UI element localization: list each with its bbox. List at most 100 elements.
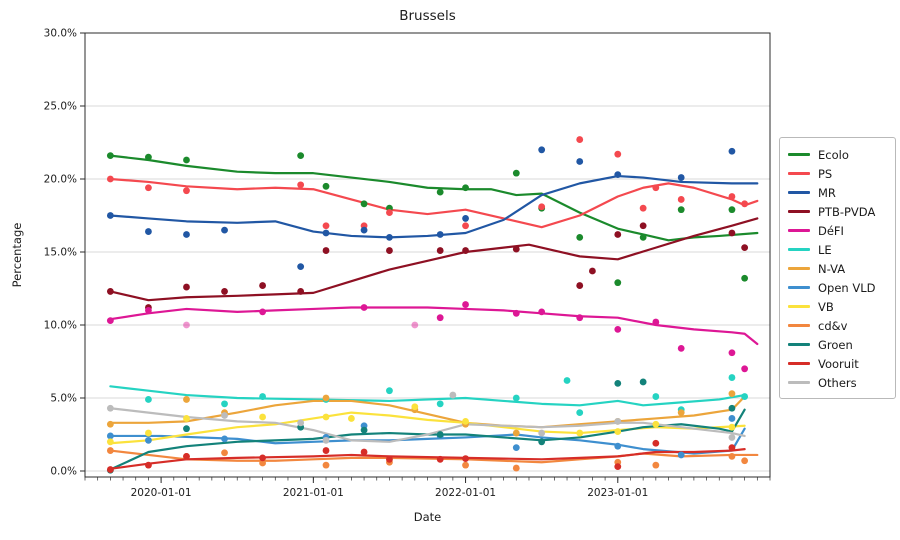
data-point-d-fi bbox=[512, 309, 520, 317]
data-point-le bbox=[576, 409, 584, 416]
data-point-le bbox=[741, 393, 749, 400]
data-point-n-va bbox=[512, 429, 520, 437]
data-point-ecolo bbox=[322, 182, 330, 190]
data-point-vb bbox=[183, 415, 190, 422]
data-point-others bbox=[614, 417, 622, 425]
data-point-n-va bbox=[322, 394, 330, 402]
data-point-ps bbox=[145, 184, 152, 192]
y-tick-label: 25.0% bbox=[44, 101, 77, 113]
legend-swatch-ptb-pvda bbox=[788, 210, 810, 213]
data-point-ecolo bbox=[741, 274, 749, 282]
data-point-ecolo bbox=[462, 184, 469, 192]
data-point-ptb-pvda bbox=[297, 288, 305, 295]
data-point-mr bbox=[728, 147, 736, 155]
data-point-cd-v bbox=[106, 447, 114, 454]
data-point-mr bbox=[538, 146, 546, 154]
data-point-ps bbox=[728, 193, 736, 200]
data-point-vooruit bbox=[322, 447, 330, 454]
legend-item-others: Others bbox=[788, 373, 887, 392]
data-point-groen bbox=[614, 380, 622, 387]
legend-item-n-va: N-VA bbox=[788, 259, 887, 278]
legend-item-vooruit: Vooruit bbox=[788, 354, 887, 373]
legend-swatch-d-fi bbox=[788, 229, 810, 232]
series-line-d-fi bbox=[109, 306, 759, 346]
data-point-groen bbox=[538, 438, 546, 446]
data-point-ps bbox=[652, 184, 660, 192]
legend-label-vooruit: Vooruit bbox=[818, 356, 859, 371]
data-point-ecolo bbox=[183, 156, 190, 164]
series-line-ecolo bbox=[109, 154, 759, 242]
data-point-mr bbox=[677, 174, 685, 181]
data-point-ecolo bbox=[106, 152, 114, 160]
legend-label-ecolo: Ecolo bbox=[818, 147, 849, 162]
legend-swatch-n-va bbox=[788, 267, 810, 270]
data-point-d-fi bbox=[741, 365, 749, 373]
data-point-vooruit bbox=[106, 466, 114, 473]
data-point-ps bbox=[322, 222, 330, 230]
legend-label-vb: VB bbox=[818, 299, 834, 314]
legend-item-d-fi: DéFI bbox=[788, 221, 887, 240]
data-point-le bbox=[728, 374, 736, 381]
data-point-ptb-pvda bbox=[436, 247, 444, 254]
data-point-ptb-pvda bbox=[106, 288, 114, 295]
legend-item-ps: PS bbox=[788, 164, 887, 183]
legend-swatch-open-vld bbox=[788, 286, 810, 289]
data-point-open-vld bbox=[221, 435, 228, 443]
data-point-vooruit bbox=[360, 448, 368, 456]
data-point-groen bbox=[436, 431, 444, 438]
data-point-groen bbox=[360, 426, 368, 434]
series-line-ptb-pvda bbox=[109, 217, 759, 302]
data-point-ptb-pvda bbox=[259, 282, 266, 289]
data-point-le bbox=[145, 396, 152, 403]
legend-swatch-le bbox=[788, 248, 810, 251]
data-point-others bbox=[297, 419, 305, 427]
y-tick-label: 30.0% bbox=[44, 28, 77, 40]
series-line-ps bbox=[109, 177, 759, 229]
data-point-d-fi bbox=[462, 301, 469, 308]
y-tick-label: 0.0% bbox=[50, 466, 77, 478]
legend-label-n-va: N-VA bbox=[818, 261, 846, 276]
legend-swatch-vb bbox=[788, 305, 810, 308]
data-point-d-fi bbox=[728, 349, 736, 357]
data-point-ps bbox=[614, 150, 622, 158]
data-point-open-vld bbox=[145, 436, 152, 444]
data-point-d-fi bbox=[183, 321, 190, 329]
legend-label-d-fi: DéFI bbox=[818, 223, 844, 238]
data-point-others bbox=[322, 436, 330, 444]
data-point-mr bbox=[297, 263, 305, 270]
data-point-mr bbox=[436, 231, 444, 238]
data-point-ptb-pvda bbox=[462, 247, 469, 254]
data-point-d-fi bbox=[360, 304, 368, 311]
data-point-open-vld bbox=[728, 415, 736, 422]
data-point-cd-v bbox=[512, 464, 520, 472]
data-point-ecolo bbox=[360, 200, 368, 208]
legend-item-le: LE bbox=[788, 240, 887, 259]
data-point-ps bbox=[576, 136, 584, 143]
legend-swatch-cd-v bbox=[788, 324, 810, 327]
data-point-d-fi bbox=[411, 321, 419, 329]
data-point-vb bbox=[145, 429, 152, 437]
data-point-ptb-pvda bbox=[741, 244, 749, 252]
data-point-le bbox=[512, 394, 520, 402]
data-point-others bbox=[106, 404, 114, 412]
data-point-ecolo bbox=[297, 152, 305, 160]
data-point-others bbox=[538, 429, 546, 437]
data-point-ptb-pvda bbox=[183, 283, 190, 291]
data-point-mr bbox=[106, 212, 114, 219]
data-point-ptb-pvda bbox=[589, 267, 596, 275]
data-point-vooruit bbox=[462, 455, 469, 462]
legend-label-groen: Groen bbox=[818, 337, 853, 352]
data-point-vooruit bbox=[145, 461, 152, 469]
x-tick-label: 2020-01-01 bbox=[131, 487, 192, 499]
plot-border bbox=[84, 32, 771, 478]
data-point-vb bbox=[106, 438, 114, 446]
legend-swatch-ecolo bbox=[788, 153, 810, 156]
data-point-vooruit bbox=[259, 454, 266, 462]
data-point-d-fi bbox=[538, 308, 546, 316]
data-point-vb bbox=[728, 423, 736, 431]
data-point-vooruit bbox=[652, 439, 660, 447]
data-point-vb bbox=[576, 429, 584, 437]
data-point-ecolo bbox=[614, 279, 622, 287]
data-point-d-fi bbox=[145, 307, 152, 314]
